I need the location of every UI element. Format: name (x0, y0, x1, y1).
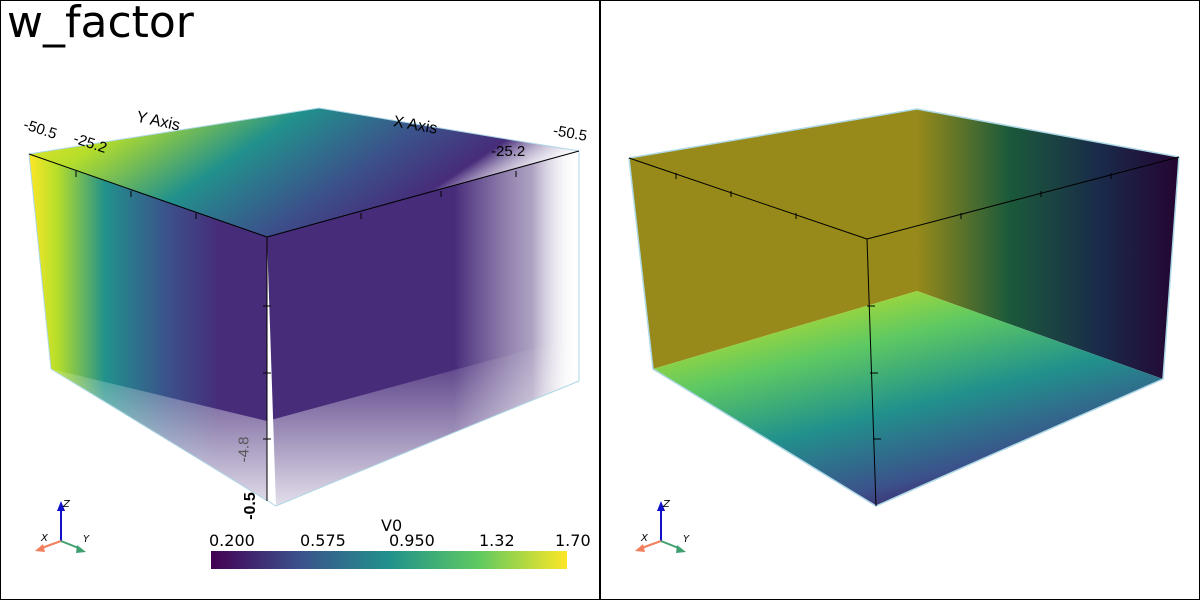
volume-top-face (29, 108, 579, 237)
right-back-wall (917, 109, 1179, 379)
floor-plane (653, 291, 1163, 506)
axes-lines (28, 150, 580, 501)
left-render-viewport[interactable]: w_factor Y Axis X Axis -50.5 -25.2 -25.2… (0, 0, 600, 600)
colorbar-tick-3: 1.32 (479, 531, 515, 550)
orientation-y-label: Y (83, 534, 90, 545)
left-scene (28, 107, 580, 569)
colorbar (211, 551, 567, 569)
plot-title: w_factor (7, 0, 194, 48)
orientation-z-label: Z (63, 499, 70, 510)
tick-label-top-right-2: -25.2 (491, 143, 526, 160)
right-orientation-y-label: Y (683, 534, 690, 545)
volume-bottom-fade (51, 341, 579, 506)
tick-label-vertical-bottom: -0.5 (241, 492, 259, 520)
orientation-x-label: X (41, 533, 48, 544)
right-axes-lines (628, 156, 1180, 507)
olive-back-wall (629, 109, 917, 369)
tick-label-vertical-mid: -4.8 (235, 436, 253, 463)
colorbar-tick-2: 0.950 (389, 531, 435, 550)
colorbar-title: V0 (381, 516, 403, 535)
bounding-box-edges (28, 107, 580, 507)
right-orientation-z-label: Z (663, 499, 670, 510)
colorbar-tick-0: 0.200 (209, 531, 255, 550)
right-orientation-x-label: X (641, 533, 648, 544)
right-orientation-axes-widget (635, 501, 686, 553)
right-scene (628, 108, 1180, 553)
colorbar-tick-1: 0.575 (300, 531, 346, 550)
orientation-axes-widget (35, 501, 86, 553)
colorbar-tick-4: 1.70 (555, 531, 591, 550)
right-render-viewport[interactable]: Z X Y (600, 0, 1200, 600)
